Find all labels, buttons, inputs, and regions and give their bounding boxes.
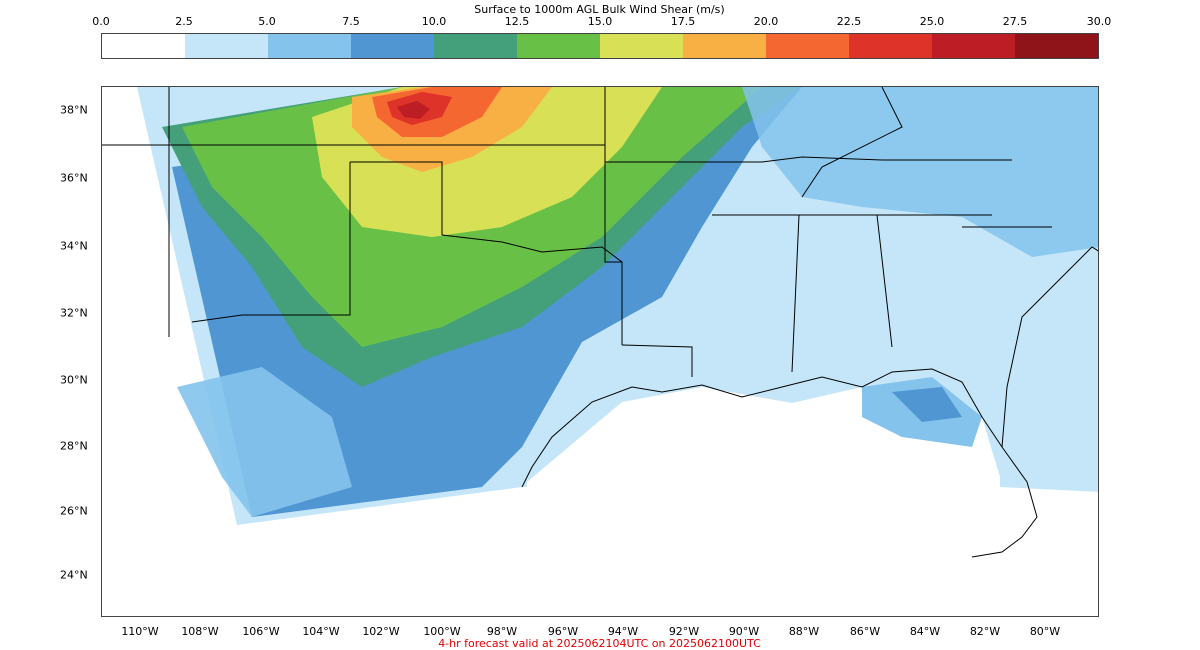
colorbar-tick: 20.0 xyxy=(753,15,779,28)
boundary-line xyxy=(605,156,1012,163)
colorbar-segment xyxy=(268,34,351,58)
colorbar-tick: 10.0 xyxy=(421,15,447,28)
lon-label: 110°W xyxy=(121,625,159,638)
lon-label: 104°W xyxy=(302,625,340,638)
lat-label: 24°N xyxy=(60,568,88,582)
colorbar-tick: 7.5 xyxy=(342,15,360,28)
ocean-open-water xyxy=(1000,487,1098,616)
lon-label: 92°W xyxy=(668,625,700,638)
forecast-caption: 4-hr forecast valid at 2025062104UTC on … xyxy=(438,637,761,650)
boundary-line xyxy=(801,87,903,198)
colorbar-tick: 27.5 xyxy=(1002,15,1028,28)
boundary-line xyxy=(604,87,623,345)
colorbar-segment xyxy=(849,34,932,58)
lat-label: 36°N xyxy=(60,171,88,185)
colorbar-segment xyxy=(1015,34,1098,58)
boundary-line xyxy=(350,161,443,235)
colorbar-segment xyxy=(600,34,683,58)
colorbar-segment xyxy=(932,34,1015,58)
lat-label: 34°N xyxy=(60,239,88,253)
colorbar-tick: 22.5 xyxy=(836,15,862,28)
colorbar-segment xyxy=(185,34,268,58)
lon-label: 100°W xyxy=(423,625,461,638)
boundary-line xyxy=(441,234,623,263)
lon-label: 106°W xyxy=(242,625,280,638)
colorbar-tick: 5.0 xyxy=(258,15,276,28)
map-panel xyxy=(101,86,1099,617)
shear-7p5-gulf xyxy=(892,387,962,422)
gulf-open-water xyxy=(522,387,1000,616)
lon-label: 108°W xyxy=(181,625,219,638)
lat-label: 38°N xyxy=(60,103,88,117)
colorbar-tick: 30.0 xyxy=(1086,15,1112,28)
boundaries xyxy=(102,87,1098,558)
coastline xyxy=(521,368,1038,558)
lon-label: 80°W xyxy=(1029,625,1061,638)
boundary-line xyxy=(791,214,800,373)
shear-5-west xyxy=(177,367,352,517)
colorbar-tick: 15.0 xyxy=(587,15,613,28)
colorbar-title: Surface to 1000m AGL Bulk Wind Shear (m/… xyxy=(474,3,725,16)
colorbar-segment xyxy=(517,34,600,58)
shear-25 xyxy=(397,101,430,119)
lat-label: 32°N xyxy=(60,306,88,320)
lon-label: 82°W xyxy=(969,625,1001,638)
coastline xyxy=(1001,246,1098,448)
colorbar xyxy=(101,33,1099,59)
colorbar-segment xyxy=(766,34,849,58)
colorbar-segment xyxy=(434,34,517,58)
lon-label: 94°W xyxy=(607,625,639,638)
colorbar-tick: 12.5 xyxy=(504,15,530,28)
lon-label: 86°W xyxy=(849,625,881,638)
colorbar-tick: 2.5 xyxy=(175,15,193,28)
lat-label: 26°N xyxy=(60,504,88,518)
lat-label: 30°N xyxy=(60,373,88,387)
colorbar-tick: 25.0 xyxy=(919,15,945,28)
lon-label: 98°W xyxy=(486,625,518,638)
lat-label: 28°N xyxy=(60,439,88,453)
lon-label: 102°W xyxy=(362,625,400,638)
shear-5-east xyxy=(742,87,1098,257)
colorbar-segment xyxy=(102,34,185,58)
wind-shear-map xyxy=(102,87,1098,616)
colorbar-tick: 0.0 xyxy=(92,15,110,28)
boundary-line xyxy=(621,344,693,377)
lon-label: 84°W xyxy=(909,625,941,638)
colorbar-segment xyxy=(683,34,766,58)
boundary-line xyxy=(876,214,893,348)
colorbar-tick: 17.5 xyxy=(670,15,696,28)
boundary-line xyxy=(191,162,351,323)
colorbar-segment xyxy=(351,34,434,58)
lon-label: 90°W xyxy=(728,625,760,638)
lon-label: 96°W xyxy=(547,625,579,638)
lon-label: 88°W xyxy=(788,625,820,638)
